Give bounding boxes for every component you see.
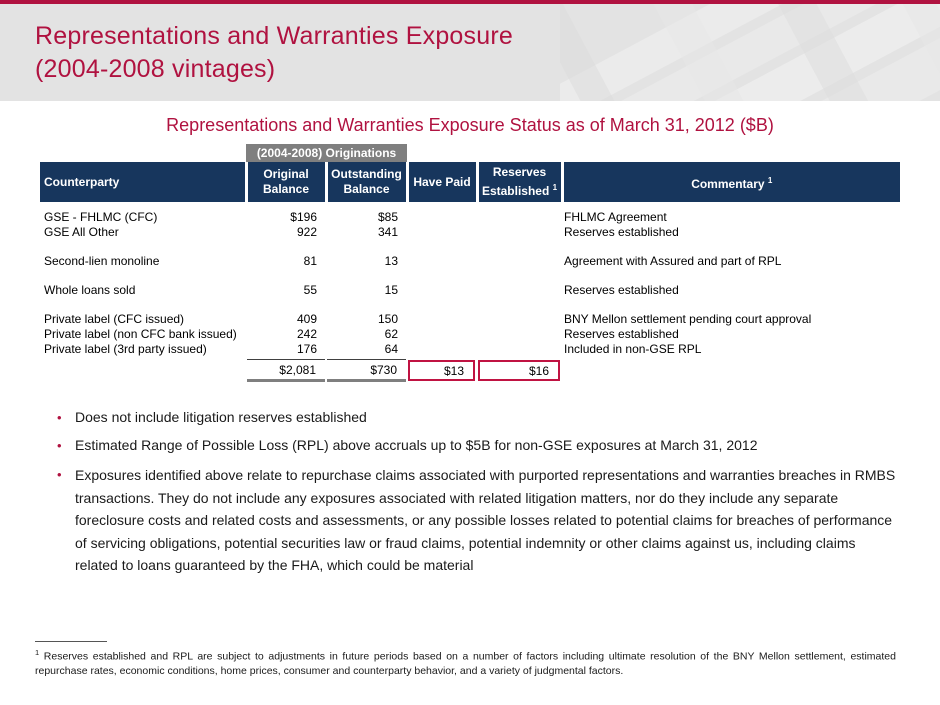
commentary-cell: FHLMC Agreement	[564, 209, 667, 224]
bullet-text: Exposures identified above relate to rep…	[75, 467, 896, 573]
bullet-text: Estimated Range of Possible Loss (RPL) a…	[75, 437, 758, 453]
counterparty-cell: Private label (non CFC bank issued)	[44, 326, 237, 341]
top-accent-rule	[0, 0, 940, 4]
originations-band: (2004-2008) Originations	[246, 144, 408, 162]
have-paid-cell	[407, 282, 477, 297]
reserves-cell	[477, 253, 562, 268]
spacer-row	[40, 297, 900, 311]
outstanding-balance-cell: 64	[384, 341, 399, 356]
bullet-item: • Does not include litigation reserves e…	[57, 408, 902, 427]
spacer-row	[40, 268, 900, 282]
commentary-cell: Included in non-GSE RPL	[564, 341, 702, 356]
table-row: Private label (non CFC bank issued) 242 …	[40, 326, 900, 341]
counterparty-cell: GSE - FHLMC (CFC)	[44, 209, 158, 224]
original-balance-cell: 176	[296, 341, 317, 356]
totals-row: $2,081 $730 $13 $16	[40, 356, 900, 382]
reserves-cell	[477, 341, 562, 356]
bullet-icon: •	[57, 438, 62, 453]
footnote-marker: 1	[552, 183, 558, 192]
footnote-text: Reserves established and RPL are subject…	[35, 650, 896, 677]
table-row: Whole loans sold 55 15 Reserves establis…	[40, 282, 900, 297]
bullet-item: • Estimated Range of Possible Loss (RPL)…	[57, 436, 902, 455]
reserves-cell	[477, 202, 562, 224]
footnote-marker: 1	[35, 648, 40, 657]
col-header-outstanding-balance: Outstanding Balance	[324, 162, 408, 202]
page-title: Representations and Warranties Exposure …	[35, 20, 513, 86]
page-title-line2: (2004-2008 vintages)	[35, 55, 276, 83]
bullet-icon: •	[57, 467, 62, 482]
have-paid-cell	[407, 326, 477, 341]
bullet-text: Does not include litigation reserves est…	[75, 409, 367, 425]
original-balance-cell: 242	[296, 326, 317, 341]
outstanding-balance-cell: 341	[377, 224, 399, 239]
counterparty-cell: GSE All Other	[44, 224, 119, 239]
col-header-counterparty: Counterparty	[40, 162, 246, 202]
total-outstanding-balance: $730	[327, 358, 407, 382]
col-header-have-paid: Have Paid	[405, 162, 478, 202]
bullet-item: • Exposures identified above relate to r…	[57, 464, 902, 577]
original-balance-cell: 922	[296, 224, 317, 239]
table-row: GSE All Other 922 341 Reserves establish…	[40, 224, 900, 239]
counterparty-cell: Second-lien monoline	[44, 253, 160, 268]
outstanding-balance-cell: $85	[377, 209, 399, 224]
have-paid-cell	[407, 202, 477, 224]
table-row: Second-lien monoline 81 13 Agreement wit…	[40, 253, 900, 268]
reserves-cell	[477, 224, 562, 239]
outstanding-balance-cell: 62	[384, 326, 399, 341]
have-paid-cell	[407, 311, 477, 326]
counterparty-cell: Private label (CFC issued)	[44, 311, 185, 326]
commentary-cell: BNY Mellon settlement pending court appr…	[564, 311, 812, 326]
col-header-commentary: Commentary 1	[560, 162, 901, 202]
table-header-row: Counterparty Original Balance Outstandin…	[40, 162, 901, 202]
title-banner: Representations and Warranties Exposure …	[0, 4, 940, 101]
commentary-cell: Agreement with Assured and part of RPL	[564, 253, 782, 268]
commentary-cell: Reserves established	[564, 326, 679, 341]
total-original-balance: $2,081	[247, 358, 325, 382]
reserves-cell	[477, 311, 562, 326]
col-header-original-balance: Original Balance	[244, 162, 326, 202]
counterparty-cell: Private label (3rd party issued)	[44, 341, 207, 356]
counterparty-cell: Whole loans sold	[44, 282, 136, 297]
original-balance-cell: 81	[303, 253, 317, 268]
exposure-table: (2004-2008) Originations Counterparty Or…	[40, 144, 901, 382]
total-reserves-highlight: $16	[478, 359, 561, 381]
have-paid-cell	[407, 224, 477, 239]
footnote-marker: 1	[767, 175, 773, 185]
original-balance-cell: 55	[303, 282, 317, 297]
reserves-cell	[477, 326, 562, 341]
have-paid-cell	[407, 341, 477, 356]
exposure-table-container: (2004-2008) Originations Counterparty Or…	[40, 144, 901, 382]
bullet-icon: •	[57, 410, 62, 425]
table-row: GSE - FHLMC (CFC) $196 $85 FHLMC Agreeme…	[40, 202, 900, 224]
original-balance-cell: 409	[296, 311, 317, 326]
page-title-line1: Representations and Warranties Exposure	[35, 22, 513, 50]
commentary-cell: Reserves established	[564, 282, 679, 297]
table-row: Private label (CFC issued) 409 150 BNY M…	[40, 311, 900, 326]
spacer-row	[40, 239, 900, 253]
col-header-reserves-established: Reserves Established 1	[475, 162, 563, 202]
table-row: Private label (3rd party issued) 176 64 …	[40, 341, 900, 356]
reserves-cell	[477, 282, 562, 297]
outstanding-balance-cell: 15	[384, 282, 399, 297]
bullet-list: • Does not include litigation reserves e…	[57, 408, 902, 586]
originations-band-row: (2004-2008) Originations	[40, 144, 900, 162]
footnote: 1 Reserves established and RPL are subje…	[35, 641, 896, 678]
total-have-paid-highlight: $13	[408, 359, 476, 381]
outstanding-balance-cell: 13	[384, 253, 399, 268]
table-title: Representations and Warranties Exposure …	[166, 115, 774, 135]
have-paid-cell	[407, 253, 477, 268]
outstanding-balance-cell: 150	[377, 311, 399, 326]
flag-watermark-icon	[560, 4, 940, 101]
original-balance-cell: $196	[290, 209, 317, 224]
commentary-cell: Reserves established	[564, 224, 679, 239]
footnote-separator	[35, 641, 107, 642]
